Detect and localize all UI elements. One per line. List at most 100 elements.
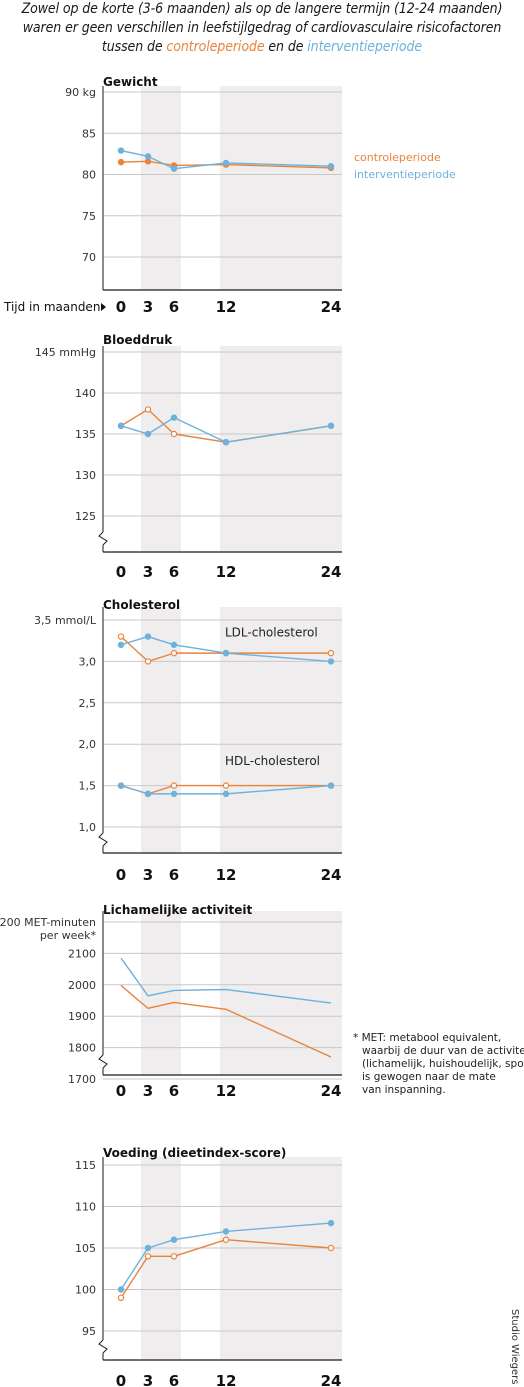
data-point bbox=[327, 163, 335, 170]
data-point bbox=[170, 782, 178, 789]
shaded-range bbox=[141, 346, 181, 552]
data-point bbox=[170, 790, 178, 798]
chart-panel-2: 145 mmHg 140 135 130 125 Bloeddruk 0 3 6 12 24 bbox=[35, 333, 342, 581]
shaded-range bbox=[220, 346, 342, 552]
data-point bbox=[170, 165, 178, 172]
series-annotation: HDL-cholesterol bbox=[225, 754, 320, 768]
shaded-range bbox=[220, 911, 342, 1075]
data-point bbox=[170, 641, 178, 649]
data-point bbox=[144, 406, 152, 413]
data-point bbox=[327, 658, 335, 665]
x-tick-label: 3 bbox=[143, 1082, 153, 1100]
footnote-line: van inspanning. bbox=[362, 1084, 446, 1096]
data-point bbox=[117, 1286, 125, 1293]
y-tick-label: 70 bbox=[82, 251, 96, 264]
y-tick-label: 2200 MET-minuten bbox=[0, 916, 96, 929]
y-tick-label: 135 bbox=[75, 428, 96, 441]
data-point bbox=[117, 633, 125, 640]
x-tick-label: 12 bbox=[216, 1082, 237, 1100]
x-tick-label: 3 bbox=[143, 866, 153, 884]
x-tick-label: 6 bbox=[169, 1082, 179, 1100]
data-point bbox=[117, 782, 125, 789]
chart-title: Voeding (dieetindex-score) bbox=[103, 1146, 286, 1160]
x-tick-label: 6 bbox=[169, 1372, 179, 1387]
headline-intervention-label: interventieperiode bbox=[307, 39, 423, 55]
x-tick-label: 24 bbox=[321, 563, 342, 581]
chart-panel-1: 90 kg 85 80 75 70 Gewicht 0 3 6 12 24 Tijd in maand… bbox=[3, 75, 456, 316]
data-point bbox=[222, 159, 230, 167]
data-point bbox=[117, 158, 125, 166]
legend-control: controleperiode bbox=[354, 151, 441, 164]
x-tick-label: 6 bbox=[169, 866, 179, 884]
x-tick-label: 6 bbox=[169, 298, 179, 316]
footnote-line: waarbij de duur van de activiteit bbox=[362, 1045, 524, 1057]
x-tick-label: 0 bbox=[116, 298, 126, 316]
data-point bbox=[144, 1253, 152, 1260]
data-point bbox=[144, 430, 152, 438]
data-point bbox=[144, 658, 152, 665]
x-tick-label: 24 bbox=[321, 866, 342, 884]
axis-break-mark bbox=[98, 1054, 108, 1069]
data-point bbox=[170, 1236, 178, 1243]
footnote-line: * MET: metabool equivalent, bbox=[353, 1032, 501, 1044]
data-point bbox=[170, 430, 178, 438]
y-tick-label: 1800 bbox=[68, 1042, 96, 1055]
chart-title: Gewicht bbox=[103, 75, 158, 89]
footnote-line: is gewogen naar de mate bbox=[362, 1071, 496, 1083]
y-tick-label: 3,5 mmol/L bbox=[34, 614, 97, 627]
data-point bbox=[144, 153, 152, 160]
chart-title: Lichamelijke activiteit bbox=[103, 903, 252, 917]
shaded-range bbox=[220, 86, 342, 290]
series-annotation: LDL-cholesterol bbox=[225, 626, 318, 640]
shaded-range bbox=[141, 86, 181, 290]
y-tick-label: 75 bbox=[82, 210, 96, 223]
data-point bbox=[327, 649, 335, 657]
data-point bbox=[222, 790, 230, 798]
data-point bbox=[222, 782, 230, 789]
data-point bbox=[327, 422, 335, 429]
y-tick-label: 125 bbox=[75, 510, 96, 523]
data-point bbox=[222, 439, 230, 446]
series-line bbox=[120, 957, 332, 1004]
footnote-line: (lichamelijk, huishoudelijk, sport) bbox=[362, 1058, 524, 1070]
y-tick-label: 130 bbox=[75, 469, 96, 482]
x-tick-label: 3 bbox=[143, 563, 153, 581]
x-tick-label: 12 bbox=[216, 563, 237, 581]
y-tick-label: 90 kg bbox=[65, 86, 96, 99]
data-point bbox=[222, 1228, 230, 1235]
x-axis-arrow-icon bbox=[101, 303, 106, 311]
y-tick-label: 140 bbox=[75, 387, 96, 400]
headline-line-3-prefix: tussen de bbox=[101, 39, 167, 55]
axis-break-mark bbox=[98, 1339, 108, 1354]
x-tick-label: 0 bbox=[116, 866, 126, 884]
headline-line-3: tussen de controleperiode en de interven… bbox=[0, 38, 524, 57]
headline-line-2: waren er geen verschillen in leefstijlge… bbox=[22, 20, 502, 36]
data-point bbox=[327, 1219, 335, 1227]
x-tick-label: 3 bbox=[143, 1372, 153, 1387]
chart-panel-3: 3,5 mmol/L 3,0 2,5 2,0 1,5 1,0 Cholesterol 0 3 6 1… bbox=[34, 598, 342, 884]
y-tick-label: 80 bbox=[82, 169, 96, 182]
shaded-range bbox=[220, 607, 342, 853]
data-point bbox=[222, 649, 230, 657]
headline-control-label: controleperiode bbox=[166, 39, 265, 55]
x-tick-label: 0 bbox=[116, 1082, 126, 1100]
x-tick-label: 0 bbox=[116, 1372, 126, 1387]
x-tick-label: 0 bbox=[116, 563, 126, 581]
data-point bbox=[144, 790, 152, 798]
chart-panel-5: 115 110 105 100 95 Voeding (dieetindex-score)… bbox=[75, 1146, 342, 1387]
x-tick-label: 24 bbox=[321, 298, 342, 316]
y-tick-label: 100 bbox=[75, 1284, 96, 1297]
data-point bbox=[117, 422, 125, 429]
y-tick-label: 2000 bbox=[68, 979, 96, 992]
x-tick-label: 12 bbox=[216, 1372, 237, 1387]
y-tick-label: 115 bbox=[75, 1159, 96, 1172]
y-tick-label: 2100 bbox=[68, 947, 96, 960]
x-tick-label: 3 bbox=[143, 298, 153, 316]
y-tick-label: 3,0 bbox=[79, 655, 97, 668]
y-tick-label: 85 bbox=[82, 127, 96, 140]
y-tick-label: 1900 bbox=[68, 1010, 96, 1023]
axis-break-mark bbox=[98, 531, 108, 546]
x-tick-label: 12 bbox=[216, 866, 237, 884]
